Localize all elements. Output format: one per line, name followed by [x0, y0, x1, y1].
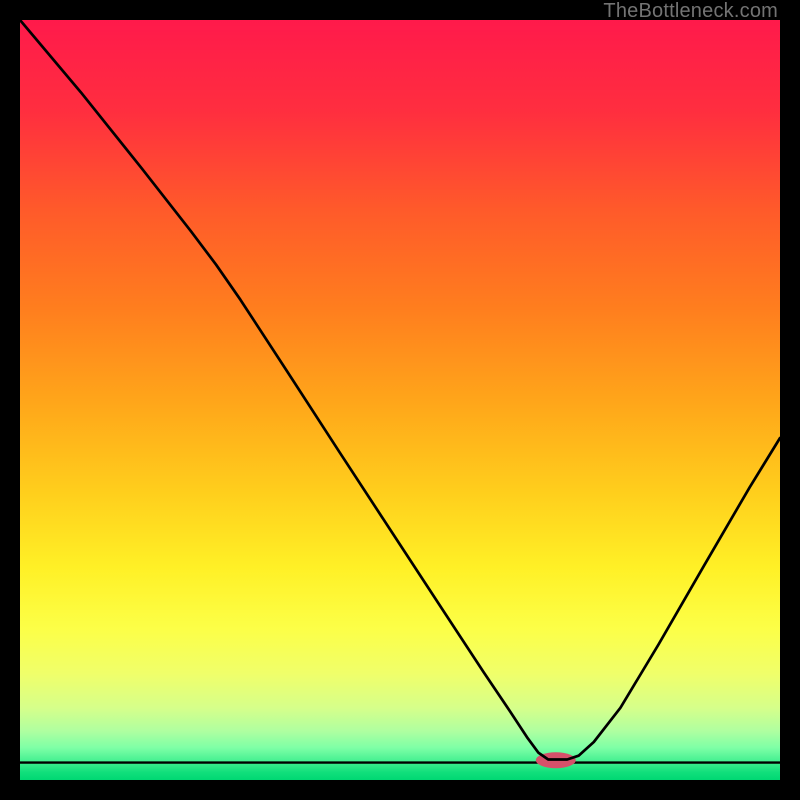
gradient-line-chart — [20, 20, 780, 780]
plot-area — [20, 20, 780, 780]
chart-frame: TheBottleneck.com — [0, 0, 800, 800]
gradient-background — [20, 20, 780, 780]
